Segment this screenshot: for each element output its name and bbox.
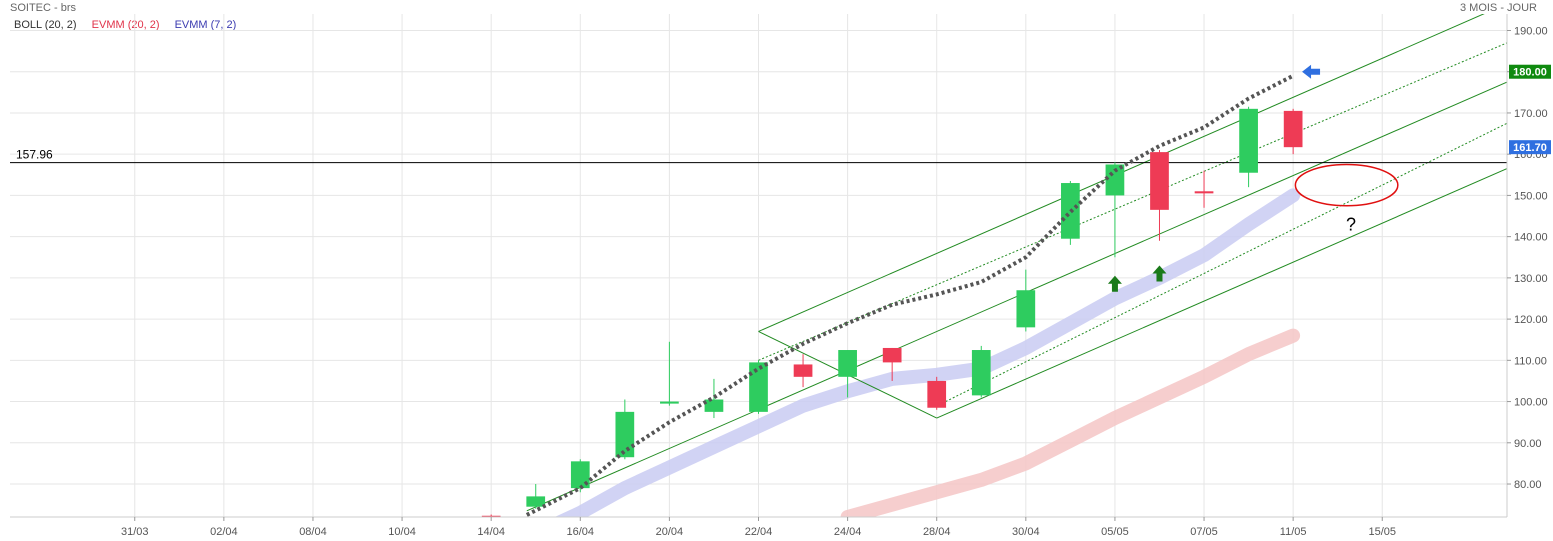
x-tick-label: 08/04 [299,526,327,538]
candle-body [481,515,501,517]
candle-body [704,399,724,412]
x-tick-label: 30/04 [1012,526,1040,538]
x-tick-label: 10/04 [388,526,416,538]
legend-boll[interactable]: BOLL (20, 2) [14,19,77,31]
candle-body [971,350,991,396]
candle-body [1105,164,1125,196]
x-tick-label: 02/04 [210,526,238,538]
x-tick-label: 07/05 [1190,526,1218,538]
legend-evmm-20[interactable]: EVMM (20, 2) [91,19,160,31]
chart-grid [10,14,1507,517]
arrow-up-icon [1107,275,1122,292]
annotation-ellipse [1294,163,1399,207]
annotation-question-mark: ? [1346,214,1356,234]
candle-body [1016,290,1036,328]
y-tick-label: 100.00 [1514,397,1548,409]
y-tick-label: 150.00 [1514,190,1548,202]
arrow-left-icon [1302,64,1321,79]
price-tag-last [1509,140,1551,155]
x-tick-label: 31/03 [121,526,149,538]
candle-body [570,461,590,489]
price-tag-label: 180.00 [1513,67,1547,79]
legend-evmm-7[interactable]: EVMM (7, 2) [174,19,237,31]
y-tick-label: 140.00 [1514,232,1548,244]
y-tick-label: 190.00 [1514,25,1548,37]
price-tag-resistance [1509,64,1551,79]
candle-body [526,496,546,507]
candle-body [615,411,635,458]
channel-line [936,168,1507,419]
series-band-evmm-20 [840,328,1301,517]
x-tick-label: 11/05 [1280,526,1307,538]
trend-channel [526,14,1507,512]
candle-body [660,401,679,404]
level-line-label: 157.96 [16,148,53,162]
x-tick-label: 05/05 [1101,526,1129,538]
chart-axes: 157.96 80.00 90.00 100.00 110.00 120.00 130.00… [10,14,1551,538]
x-tick-label: 20/04 [656,526,684,538]
x-tick-label: 22/04 [745,526,773,538]
chart-symbol-title: SOITEC - brs [10,2,77,14]
candle-body [1150,152,1169,210]
annotations: ? [1107,64,1399,292]
x-tick-label: 15/05 [1368,526,1396,538]
candle-body [1239,108,1258,173]
candle-body [838,350,857,377]
candle-body [882,347,902,363]
series-band-evmm-7 [554,188,1301,517]
price-tag-label: 161.70 [1513,142,1547,154]
candlesticks [481,106,1303,517]
arrow-up-icon [1152,265,1167,282]
y-tick-label: 110.00 [1514,355,1547,367]
candle-body [1194,191,1214,194]
candle-body [1283,110,1303,148]
chart-period-label[interactable]: 3 MOIS - JOUR [1459,2,1537,14]
x-tick-label: 24/04 [834,526,862,538]
candle-body [793,364,813,377]
candle-body [927,380,947,408]
channel-line [758,42,1507,361]
x-tick-label: 28/04 [923,526,951,538]
y-tick-label: 130.00 [1514,273,1548,285]
y-tick-label: 120.00 [1514,314,1548,326]
x-tick-label: 14/04 [477,526,505,538]
x-tick-label: 16/04 [567,526,595,538]
trend-dotted-path [525,74,1295,517]
y-tick-label: 80.00 [1514,479,1542,491]
y-tick-label: 170.00 [1514,108,1548,120]
candle-body [749,362,768,412]
moving-average-bands [554,188,1301,517]
channel-line [945,122,1507,403]
channel-line [758,14,1485,332]
y-tick-label: 90.00 [1514,438,1542,450]
indicator-legend: BOLL (20, 2) EVMM (20, 2) EVMM (7, 2) [14,19,248,31]
trend-dotted-line [525,74,1295,517]
